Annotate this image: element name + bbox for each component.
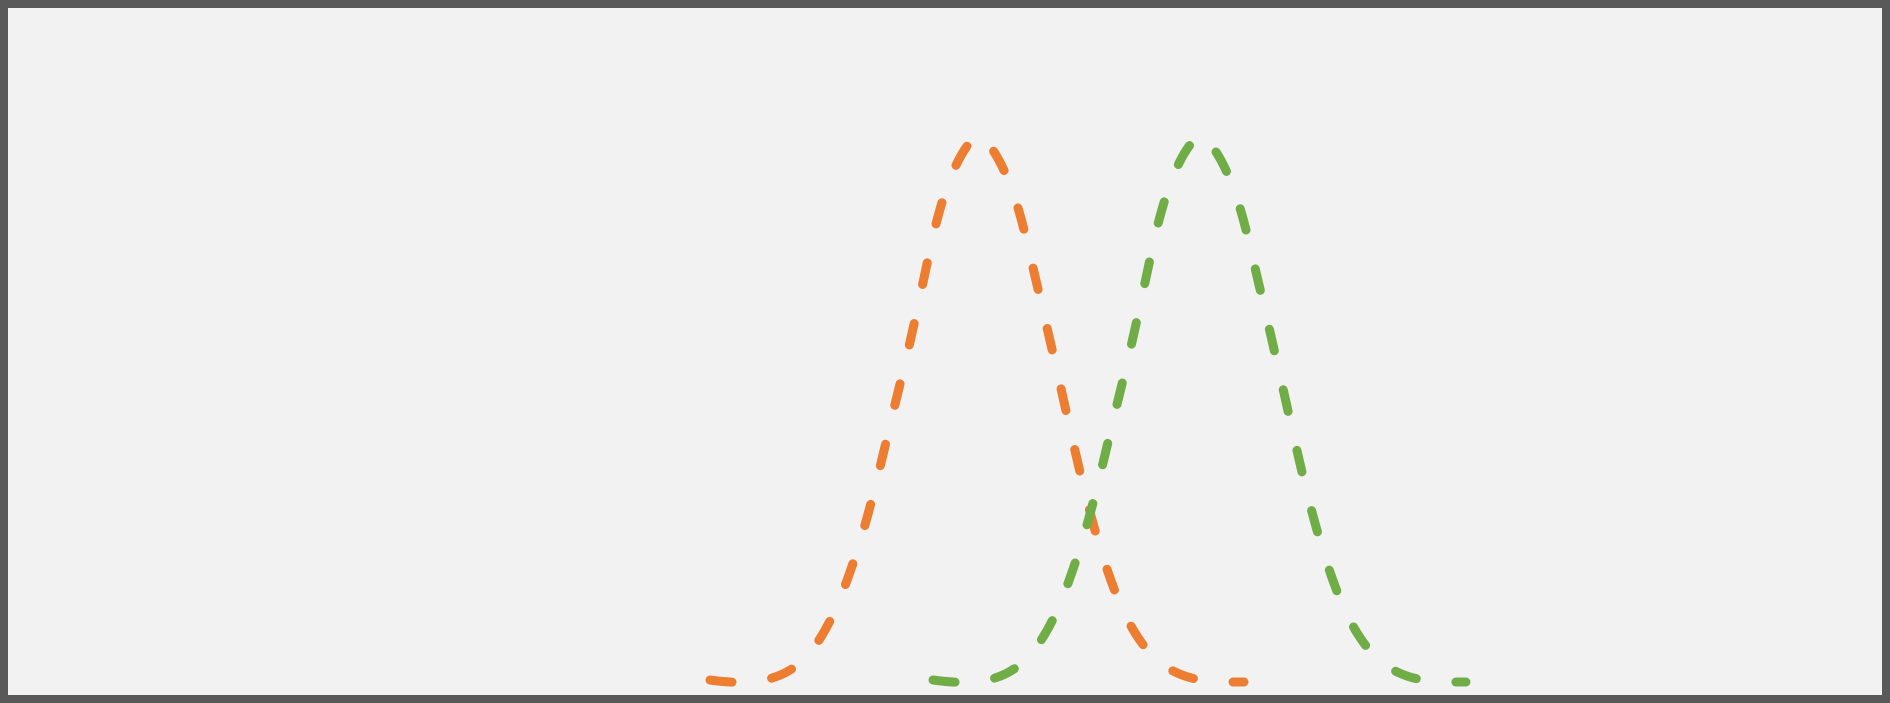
orange-bell-curve [705, 129, 1249, 687]
green-bell-curve [928, 129, 1471, 687]
